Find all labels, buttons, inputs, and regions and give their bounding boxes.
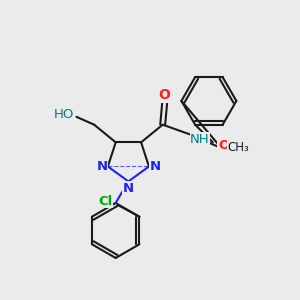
Text: CH₃: CH₃ (227, 141, 249, 154)
Text: O: O (159, 88, 171, 102)
Text: NH: NH (190, 133, 210, 146)
Text: N: N (149, 160, 161, 173)
Text: Cl: Cl (98, 194, 112, 208)
Text: O: O (218, 139, 229, 152)
Text: N: N (96, 160, 107, 173)
Text: N: N (123, 182, 134, 195)
Text: HO: HO (53, 108, 74, 122)
